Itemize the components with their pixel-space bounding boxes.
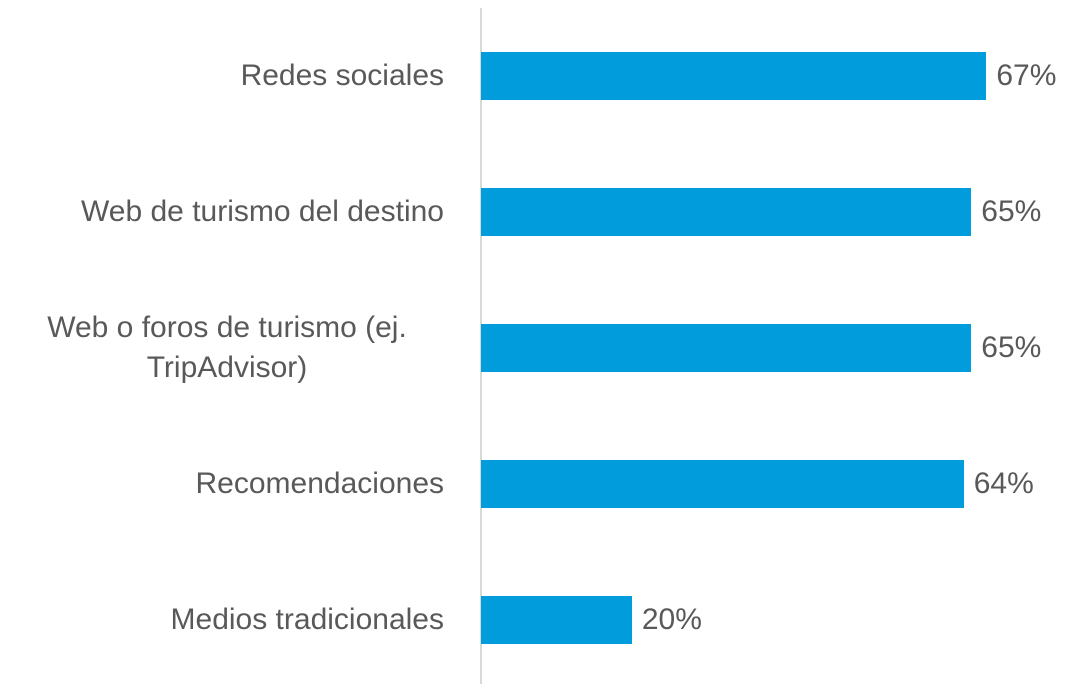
bar (481, 188, 972, 236)
category-text: Web o foros de turismo (ej. TripAdvisor) (47, 311, 407, 384)
category-label: Web de turismo del destino (10, 192, 444, 232)
bar (481, 324, 972, 372)
category-label: Web o foros de turismo (ej. TripAdvisor) (10, 308, 444, 388)
value-label: 67% (996, 59, 1057, 92)
value-label: 20% (641, 603, 702, 636)
category-text: Recomendaciones (195, 467, 444, 500)
category-text: Web de turismo del destino (81, 195, 444, 228)
bar (481, 596, 632, 644)
bar (481, 460, 964, 508)
category-text: Medios tradicionales (170, 603, 444, 636)
value-label: 65% (981, 195, 1042, 228)
value-label: 65% (981, 331, 1042, 364)
category-label: Medios tradicionales (10, 600, 444, 640)
category-label: Redes sociales (10, 56, 444, 96)
category-label: Recomendaciones (10, 464, 444, 504)
category-text: Redes sociales (240, 59, 444, 92)
bar (481, 52, 987, 100)
value-label: 64% (973, 467, 1034, 500)
